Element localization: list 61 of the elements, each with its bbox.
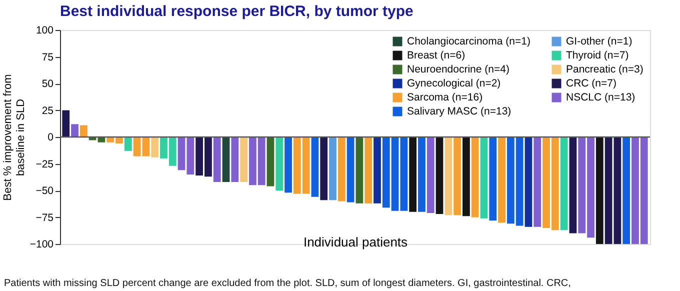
y-tick-label: 25 — [42, 104, 54, 117]
y-tick-label: 100 — [36, 24, 54, 36]
bar — [311, 137, 319, 197]
legend-label: Gynecological (n=2) — [407, 78, 501, 90]
bar — [338, 137, 346, 202]
bar — [240, 137, 248, 182]
bar — [213, 137, 221, 182]
bar — [231, 137, 239, 182]
text: Patients with missing SLD percent change are excluded from the plot. SLD, sum of longest diameters. GI, gastrointestinal. CRC, — [4, 278, 571, 289]
bar — [62, 110, 70, 137]
legend-label: Cholangiocarcinoma (n=1) — [407, 36, 530, 48]
y-tick-label: −75 — [36, 212, 54, 224]
chart-title: Best individual response per BICR, by tumor type — [60, 3, 414, 20]
bar — [320, 137, 328, 200]
bar — [409, 137, 417, 212]
bar — [436, 137, 444, 214]
y-tick-label: 50 — [42, 78, 54, 90]
legend-label: GI-other (n=1) — [566, 36, 632, 48]
bar — [374, 137, 381, 204]
bar — [71, 124, 78, 137]
bar — [124, 137, 132, 151]
bar — [276, 137, 284, 190]
legend-label: CRC (n=7) — [566, 78, 616, 90]
bar — [471, 137, 479, 218]
y-tick-label: 75 — [42, 51, 54, 64]
y-axis-title: Best % improvement from baseline in SLD — [2, 74, 27, 201]
bar — [489, 137, 497, 220]
bar — [426, 137, 434, 213]
bar — [498, 137, 506, 223]
legend-label: Breast (n=6) — [407, 50, 466, 62]
legend-label: Sarcoma (n=16) — [407, 92, 483, 104]
legend-label: Thyroid (n=7) — [566, 50, 629, 62]
y-tick-label: −100 — [30, 238, 54, 250]
y-tick-label: 0 — [48, 132, 54, 144]
bar — [266, 137, 274, 186]
bar — [524, 137, 532, 227]
bar — [569, 137, 577, 234]
bar — [480, 137, 488, 218]
bar — [596, 137, 604, 244]
y-tick-label: −50 — [36, 185, 54, 197]
bar — [329, 137, 336, 200]
x-axis-title: Individual patients — [303, 234, 408, 250]
bar — [80, 125, 88, 137]
bar — [284, 137, 292, 193]
bar — [444, 137, 452, 216]
legend-label: Salivary MASC (n=13) — [407, 106, 512, 118]
bar — [151, 137, 159, 158]
bar — [462, 137, 470, 216]
bar — [622, 137, 630, 244]
bar — [356, 137, 364, 204]
bar — [560, 137, 568, 230]
bar — [534, 137, 542, 227]
bar — [418, 137, 426, 212]
legend-label: Pancreatic (n=3) — [566, 64, 644, 76]
bar — [364, 137, 372, 204]
legend-label: Neuroendocrine (n=4) — [407, 64, 510, 76]
bar — [454, 137, 462, 216]
bar — [346, 137, 354, 202]
y-tick-label: −25 — [36, 158, 54, 170]
bar — [222, 137, 230, 182]
legend-label: NSCLC (n=13) — [566, 92, 636, 104]
